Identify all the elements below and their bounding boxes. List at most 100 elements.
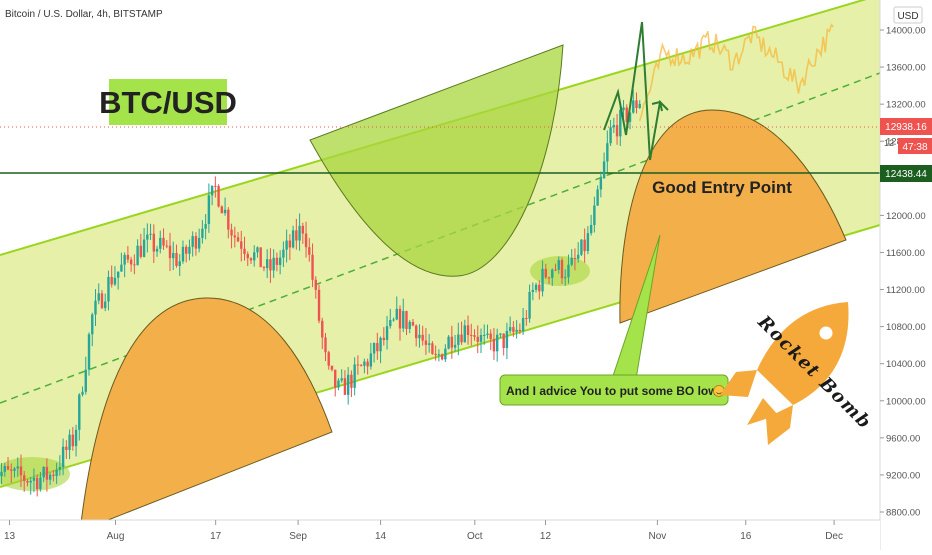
candle-body [259, 247, 262, 268]
candle-body [366, 361, 369, 367]
candle-body [13, 468, 16, 471]
candle-body [334, 369, 337, 388]
candle-body [531, 289, 535, 292]
candle-body [369, 353, 373, 367]
candle-body [486, 333, 489, 335]
last-price-badge [880, 118, 932, 135]
candle-body [398, 308, 402, 329]
candle-body [81, 391, 84, 395]
candle-body [94, 300, 97, 315]
candle-body [392, 319, 395, 321]
candle-body [26, 480, 29, 483]
candle-body [181, 246, 185, 262]
candle-body [282, 249, 285, 258]
candle-body [3, 466, 6, 472]
candle-body [178, 261, 181, 266]
candle-body [110, 276, 113, 285]
support-price-label: 12438.44 [885, 169, 927, 180]
price-tick-label: 9600.00 [886, 433, 920, 444]
candle-body [363, 361, 366, 366]
candle-body [483, 334, 486, 336]
time-tick-label: 13 [4, 531, 16, 542]
candle-body [304, 233, 308, 248]
candle-body [48, 474, 52, 480]
candle-body [346, 374, 350, 395]
candle-body [52, 474, 55, 476]
candle-body [402, 311, 405, 329]
countdown-badge [898, 138, 932, 154]
candle-body [356, 364, 360, 366]
countdown-label: 47:38 [902, 142, 927, 153]
candle-body [453, 344, 457, 348]
candle-body [489, 333, 492, 339]
candle-body [291, 230, 295, 248]
orange-dome-right [619, 109, 847, 324]
candle-body [68, 434, 71, 450]
candle-body [126, 254, 130, 260]
price-tick-label: 14000.00 [886, 26, 926, 37]
zigzag-arrowhead [651, 100, 663, 112]
candle-body [185, 246, 188, 254]
candle-body [301, 225, 305, 234]
candle-body [415, 325, 418, 339]
price-tick-label: 10000.00 [886, 396, 926, 407]
candle-body [204, 224, 207, 229]
candle-body [87, 334, 91, 370]
candle-body [288, 240, 292, 248]
time-tick-label: 14 [375, 531, 387, 542]
time-ticks: 13 Aug 17 Sep 14 Oct 12 Nov 16 Dec [4, 520, 843, 542]
candle-body [197, 237, 201, 249]
candle-body [23, 475, 26, 481]
orange-dome-left [77, 297, 333, 552]
price-tick-label: 12000.00 [886, 211, 926, 222]
candle-body [606, 143, 609, 162]
chart-title: BTC/USD [99, 85, 237, 120]
candle-body [210, 185, 214, 196]
candle-body [619, 109, 622, 137]
candle-body [440, 354, 444, 360]
candle-body [421, 334, 424, 341]
candle-body [512, 327, 515, 332]
currency-box[interactable] [893, 6, 923, 24]
price-axis-panel[interactable] [880, 0, 932, 550]
candle-body [573, 257, 577, 259]
candle-body [265, 259, 269, 269]
candle-body [32, 477, 36, 481]
candlestick-series [0, 89, 641, 497]
time-tick-label: 17 [210, 531, 222, 542]
candle-body [39, 477, 42, 490]
candle-body [589, 224, 593, 234]
price-tick-label: 10800.00 [886, 322, 926, 333]
candle-body [139, 245, 143, 257]
candle-body [155, 248, 159, 252]
candle-body [551, 269, 554, 278]
candle-body [298, 225, 301, 241]
candle-body [382, 337, 386, 341]
candle-body [625, 107, 628, 122]
time-axis-panel[interactable] [0, 520, 880, 550]
candle-body [172, 252, 175, 259]
candle-body [168, 245, 172, 259]
candle-body [71, 434, 75, 447]
candle-body [175, 252, 178, 266]
candle-body [275, 257, 279, 265]
candle-body [564, 277, 567, 279]
candle-body [460, 334, 463, 343]
candle-body [495, 334, 499, 352]
candle-body [159, 237, 162, 249]
symbol-header[interactable]: Bitcoin / U.S. Dollar, 4h, BITSTAMP [5, 9, 163, 20]
candle-body [502, 333, 505, 349]
candle-body [45, 466, 49, 480]
candle-body [162, 237, 165, 246]
candle-body [107, 276, 110, 302]
candle-body [220, 206, 224, 214]
candle-body [146, 234, 149, 240]
support-price-badge [880, 165, 932, 182]
candle-body [431, 343, 434, 354]
candle-body [6, 466, 10, 470]
candle-body [353, 364, 356, 388]
candle-body [470, 334, 473, 336]
candle-body [411, 321, 415, 326]
